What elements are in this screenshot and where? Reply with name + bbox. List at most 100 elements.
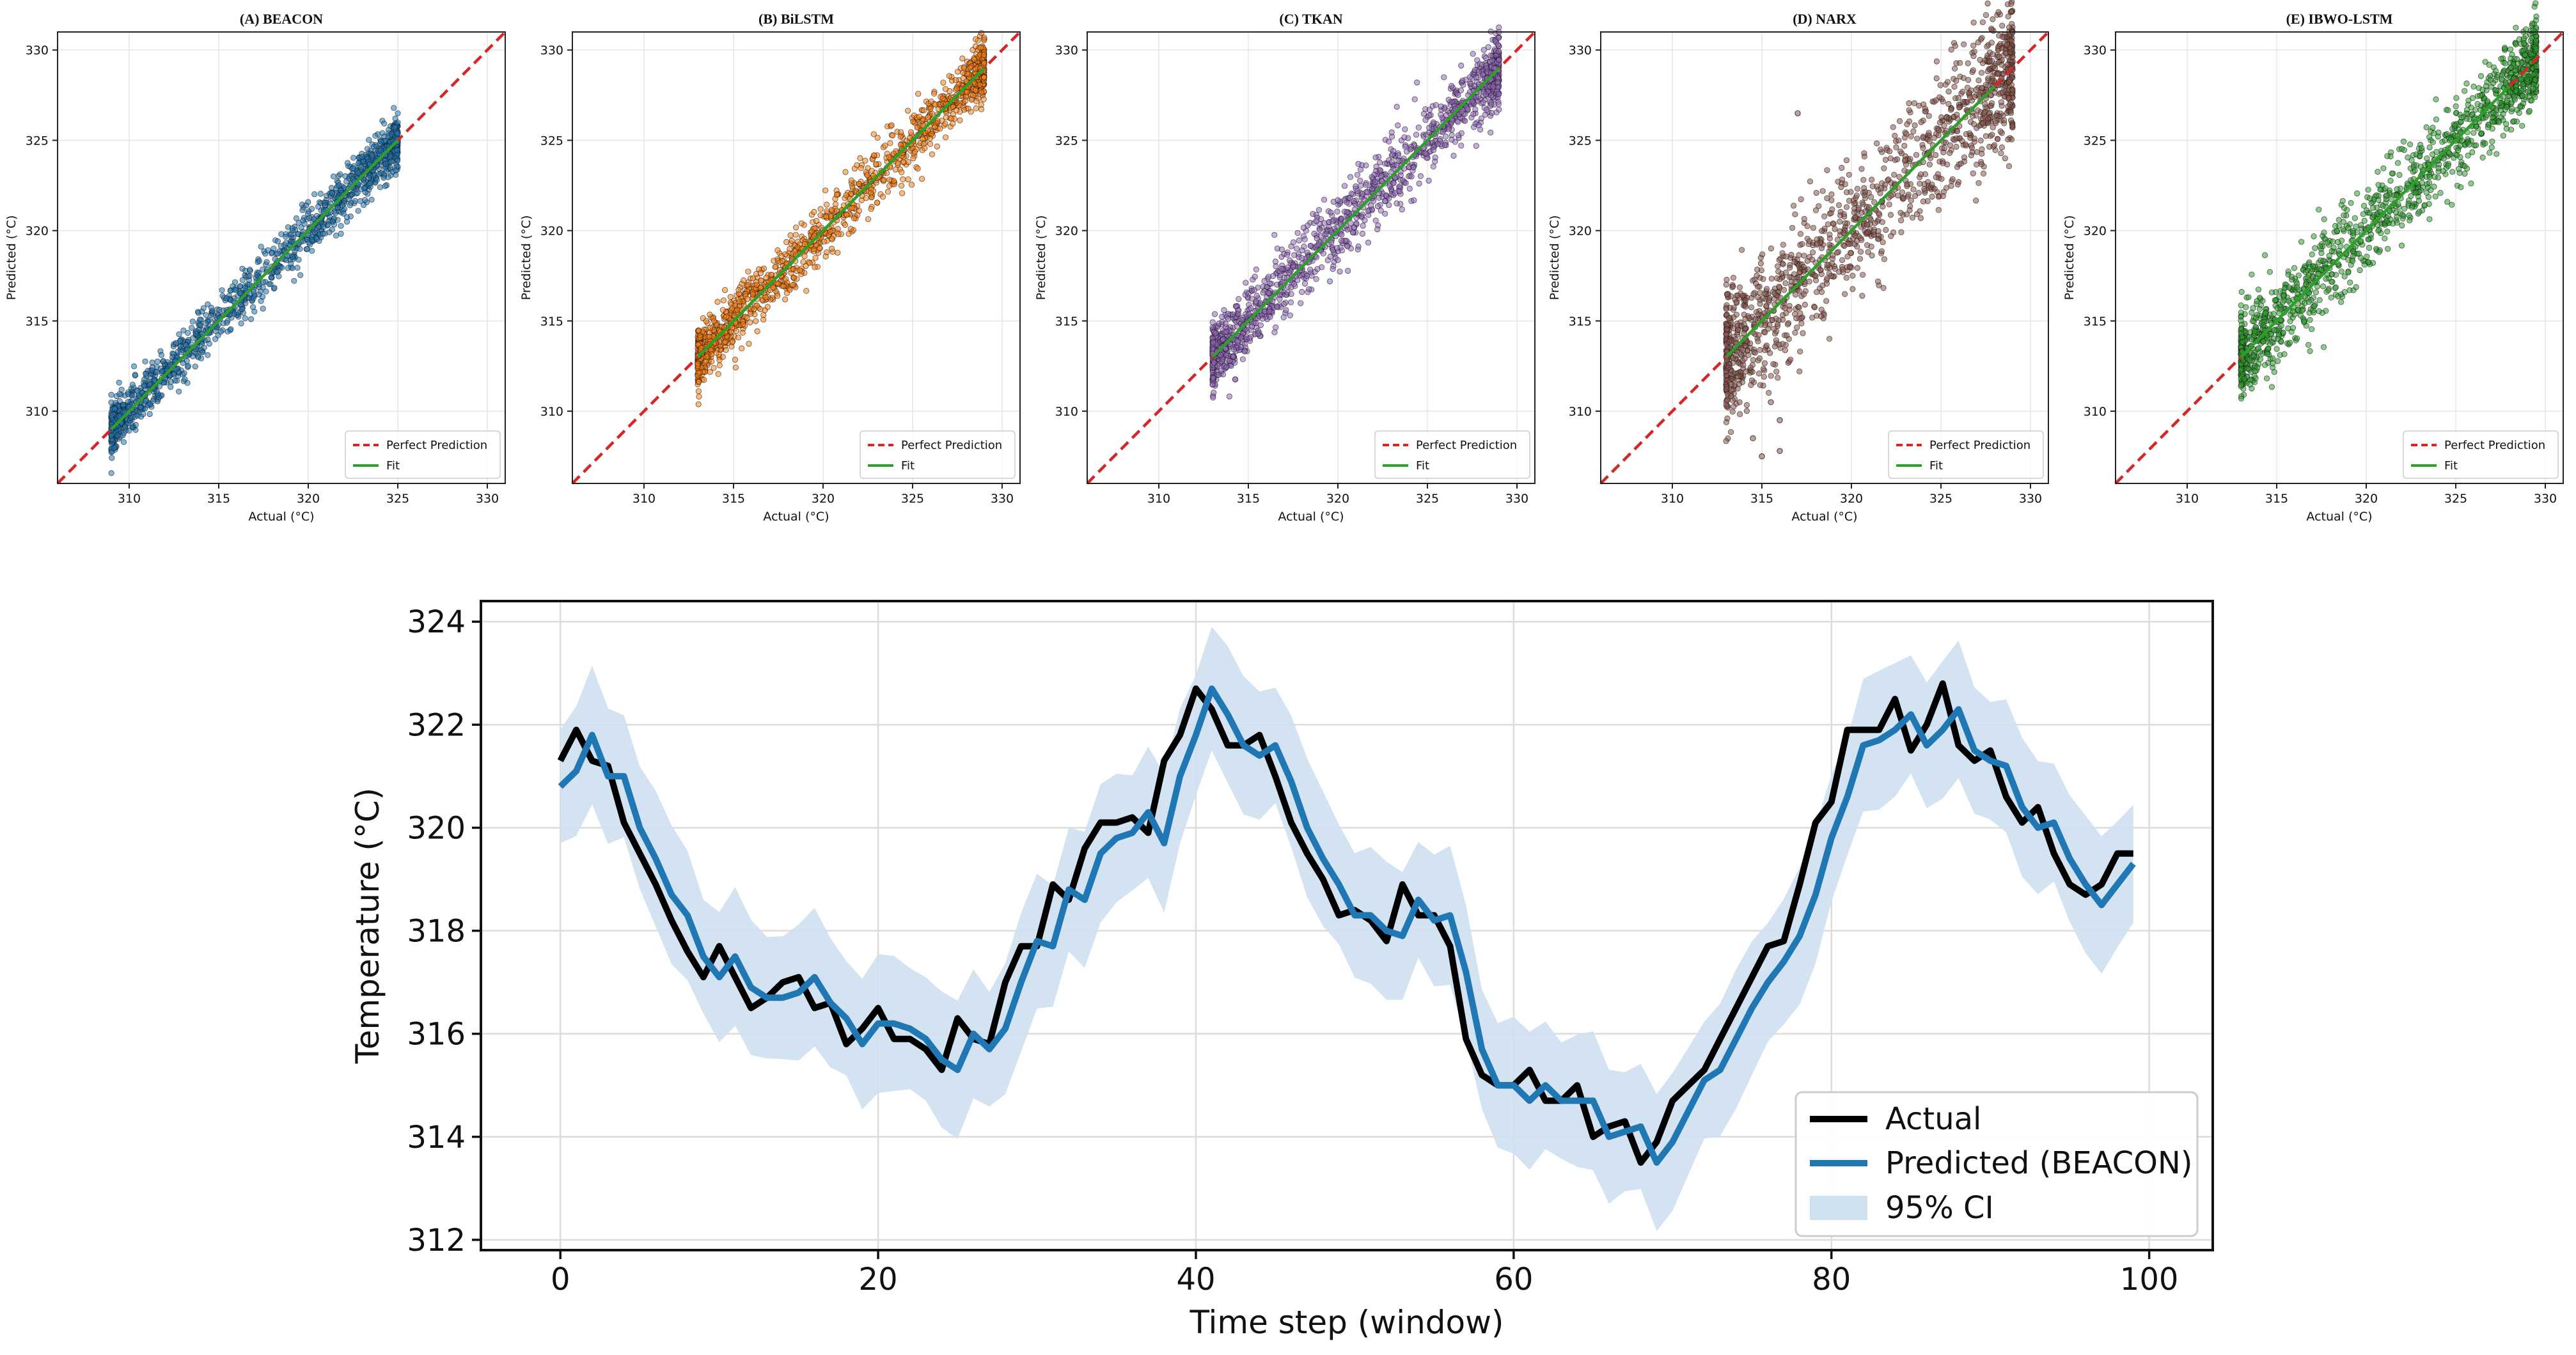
scatter-point: [120, 402, 127, 409]
scatter-point: [798, 220, 805, 226]
scatter-point: [728, 329, 734, 335]
scatter-point: [268, 274, 274, 281]
scatter-point: [865, 216, 872, 223]
scatter-point: [168, 379, 174, 385]
scatter-point: [394, 157, 401, 164]
scatter-point: [1911, 100, 1917, 106]
scatter-point: [1990, 16, 1996, 22]
scatter-point: [871, 152, 877, 159]
scatter-point: [1458, 109, 1465, 115]
scatter-point: [1445, 126, 1452, 132]
scatter-point: [1278, 265, 1285, 272]
scatter-point: [1469, 98, 1475, 105]
scatter-point: [1488, 92, 1495, 98]
x-tick-label: 325: [901, 492, 924, 506]
scatter-point: [1294, 246, 1300, 252]
scatter-point: [1382, 161, 1388, 167]
scatter-point: [967, 65, 973, 71]
scatter-point: [1274, 303, 1280, 310]
scatter-point: [973, 105, 979, 111]
scatter-point: [342, 173, 349, 180]
scatter-point: [946, 73, 952, 79]
scatter-point: [880, 194, 886, 200]
scatter-point: [1320, 250, 1326, 256]
scatter-point: [723, 313, 730, 320]
scatter-point: [770, 284, 776, 291]
scatter-point: [1896, 137, 1902, 144]
scatter-point: [1898, 229, 1905, 235]
scatter-point: [1236, 295, 1242, 302]
scatter-point: [708, 351, 715, 357]
scatter-point: [890, 132, 896, 139]
scatter-point: [929, 151, 936, 157]
scatter-point: [1212, 311, 1218, 317]
scatter-point: [695, 388, 702, 395]
scatter-point: [760, 312, 767, 318]
scatter-point: [381, 175, 387, 181]
scatter-point: [391, 105, 397, 111]
scatter-point: [260, 305, 266, 312]
scatter-point: [1318, 216, 1324, 223]
scatter-point: [182, 376, 188, 382]
scatter-point: [970, 92, 977, 98]
scatter-point: [1496, 57, 1502, 63]
scatter-point: [1984, 0, 1991, 7]
scatter-point: [1355, 161, 1362, 167]
scatter-point: [1450, 152, 1457, 159]
scatter-point: [329, 190, 336, 196]
legend-label-perfect: Perfect Prediction: [901, 439, 1002, 452]
scatter-point: [258, 298, 264, 304]
scatter-point: [131, 363, 137, 370]
scatter-point: [149, 359, 155, 366]
scatter-point: [1372, 178, 1379, 185]
scatter-point: [1406, 185, 1413, 192]
scatter-point: [309, 237, 315, 243]
scatter-point: [309, 247, 315, 254]
scatter-point: [1426, 113, 1433, 119]
scatter-point: [1287, 257, 1293, 263]
scatter-point: [899, 182, 905, 189]
scatter-point: [1239, 356, 1246, 363]
scatter-point: [1273, 324, 1279, 331]
scatter-point: [868, 194, 875, 201]
scatter-point: [971, 56, 978, 63]
scatter-point: [1723, 281, 1729, 288]
scatter-point: [787, 232, 794, 239]
scatter-point: [1358, 182, 1364, 189]
scatter-point: [1458, 62, 1465, 69]
scatter-point: [1797, 231, 1804, 237]
scatter-point: [1314, 235, 1320, 242]
scatter-point: [1339, 231, 1345, 238]
scatter-point: [1300, 224, 1307, 231]
scatter-point: [1291, 281, 1298, 287]
scatter-point: [109, 455, 115, 461]
scatter-point: [1495, 91, 1502, 97]
x-tick-label: 330: [476, 492, 499, 506]
scatter-point: [1970, 19, 1977, 26]
scatter-point: [782, 251, 789, 258]
y-tick-label: 320: [540, 224, 563, 239]
scatter-point: [1411, 96, 1418, 102]
scatter-point: [747, 319, 753, 325]
scatter-point: [326, 229, 333, 235]
x-axis-label: Actual (°C): [1278, 510, 1344, 524]
scatter-point: [355, 169, 362, 176]
scatter-point: [1470, 111, 1477, 117]
legend-label-perfect: Perfect Prediction: [386, 439, 487, 452]
scatter-point: [1766, 389, 1772, 396]
scatter-point: [720, 297, 727, 304]
scatter-point: [1243, 279, 1249, 286]
scatter-point: [858, 165, 864, 171]
scatter-point: [1232, 376, 1239, 382]
x-tick-label: 320: [297, 492, 320, 506]
scatter-point: [1408, 173, 1415, 180]
scatter-point: [1261, 278, 1268, 284]
scatter-point: [377, 147, 384, 153]
scatter-point: [1865, 249, 1871, 255]
scatter-point: [1253, 320, 1259, 326]
scatter-point: [1230, 353, 1236, 359]
scatter-point: [707, 325, 714, 331]
x-tick-label: 310: [632, 492, 656, 506]
scatter-point: [1291, 252, 1298, 258]
scatter-point: [1488, 101, 1495, 107]
